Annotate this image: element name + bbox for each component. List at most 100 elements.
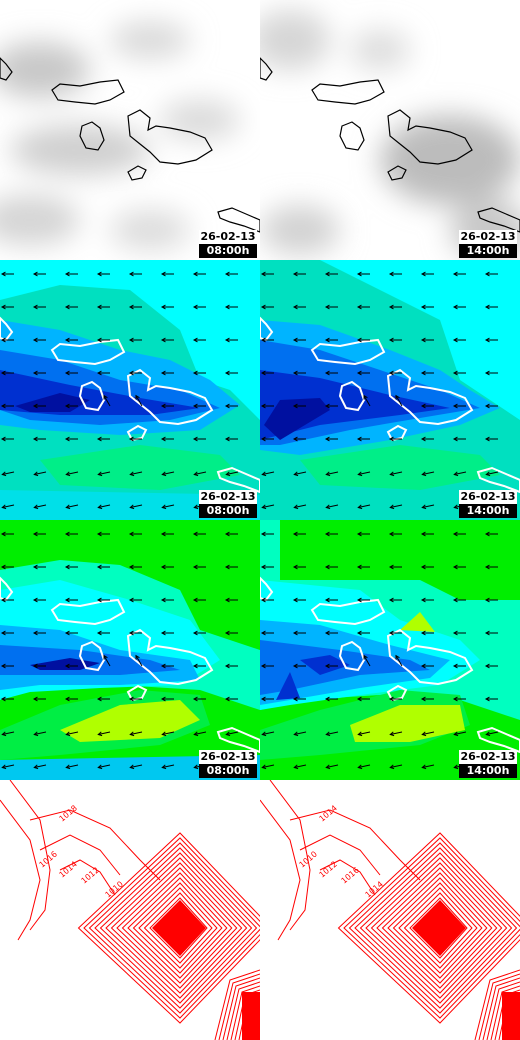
isobar-ring [337, 832, 520, 1024]
wind-arrow [420, 271, 434, 277]
wind-arrow [97, 504, 111, 510]
wind-arrow [96, 564, 110, 570]
wind-map-high-1400: 26-02-13 14:00h [260, 520, 520, 780]
maui-coast [126, 368, 214, 426]
wind-arrow [32, 696, 46, 702]
wind-arrow [129, 764, 143, 770]
maui-coast [386, 628, 474, 686]
low-pressure-core [152, 900, 206, 956]
wind-arrow [32, 564, 46, 570]
wind-field [0, 520, 260, 780]
wind-arrow [484, 436, 498, 442]
molokai-coast [50, 598, 126, 626]
wind-arrow [452, 304, 466, 310]
wind-arrow [420, 403, 434, 409]
wind-arrow [453, 731, 467, 737]
date-label: 26-02-13 [459, 230, 517, 244]
wind-arrow [324, 304, 338, 310]
wind-arrow [324, 696, 338, 702]
wind-arrow [292, 271, 306, 277]
pressure-fill [502, 992, 520, 1040]
isobar-ring [376, 867, 498, 989]
wind-arrow [484, 403, 498, 409]
isobar-ring [348, 842, 520, 1014]
wind-arrow [64, 630, 78, 636]
wind-arrow [96, 337, 110, 343]
wind-arrow [356, 304, 370, 310]
wind-arrow [363, 394, 371, 407]
wind-arrow [292, 337, 306, 343]
isobar-ring [138, 887, 218, 969]
wind-arrow [96, 531, 110, 537]
wind-arrow [453, 471, 467, 477]
wind-arrow [356, 337, 370, 343]
isobar-line [319, 859, 376, 896]
timestamp: 26-02-13 14:00h [459, 490, 517, 518]
wind-arrow [293, 504, 307, 510]
isobar-line [59, 859, 116, 896]
wind-arrow [64, 436, 78, 442]
wind-arrow [388, 271, 402, 277]
wind-arrow [0, 337, 14, 343]
wind-arrow [452, 696, 466, 702]
wind-arrow [128, 564, 142, 570]
wind-arrow [225, 731, 239, 737]
wind-arrow [160, 531, 174, 537]
pressure-map-right: 1014 1010 1012 1016 1014 [260, 780, 520, 1040]
wind-arrow [224, 663, 238, 669]
maui-coast [386, 368, 474, 426]
wind-arrow [33, 764, 47, 770]
isobar-ring [381, 872, 493, 984]
wind-arrow [160, 403, 174, 409]
wind-arrow [324, 597, 338, 603]
wind-arrow [192, 337, 206, 343]
wind-arrow [260, 304, 274, 310]
wind-arrow [0, 663, 14, 669]
timestamp: 26-02-13 14:00h [459, 750, 517, 778]
molokai-coast [311, 79, 385, 105]
wind-arrow [64, 663, 78, 669]
isobar-ring [354, 847, 518, 1009]
wind-arrow [421, 764, 435, 770]
wind-arrow [324, 630, 338, 636]
time-label: 08:00h [199, 244, 257, 258]
isobar-line [289, 809, 421, 881]
wind-arrow [324, 370, 338, 376]
time-label: 14:00h [459, 764, 517, 778]
wind-arrow [128, 531, 142, 537]
date-label: 26-02-13 [199, 750, 257, 764]
wind-arrow [65, 504, 79, 510]
wind-arrow [0, 696, 14, 702]
wind-arrow [452, 597, 466, 603]
isobar-ring [409, 897, 468, 959]
isobar-ring [398, 887, 478, 969]
wind-arrow [261, 471, 275, 477]
wind-arrow [192, 564, 206, 570]
isobar-ring [88, 842, 260, 1014]
pressure-map-left: 1018 1016 1014 1012 1010 [0, 780, 260, 1040]
cloud-map-0800: 26-02-13 08:00h [0, 0, 260, 260]
wind-arrow [64, 271, 78, 277]
wind-arrow [192, 370, 206, 376]
isobar-line [260, 799, 301, 941]
wind-arrow [97, 471, 111, 477]
wind-arrow [160, 696, 174, 702]
lanai-coast [338, 380, 366, 412]
hawaii-coast [216, 466, 260, 494]
wind-arrow [260, 337, 274, 343]
wind-field [0, 260, 260, 520]
maui-coast [387, 109, 473, 165]
wind-map-1400: 26-02-13 14:00h [260, 260, 520, 520]
wind-arrow [161, 471, 175, 477]
wind-arrow [452, 337, 466, 343]
wind-arrow [325, 764, 339, 770]
isobar-ring [365, 857, 508, 999]
lanai-coast [79, 121, 105, 151]
wind-arrow [97, 764, 111, 770]
wind-arrow [160, 564, 174, 570]
wind-arrow [160, 370, 174, 376]
isobar-line [218, 973, 260, 1040]
wind-arrow [0, 531, 14, 537]
wind-arrow [484, 696, 498, 702]
